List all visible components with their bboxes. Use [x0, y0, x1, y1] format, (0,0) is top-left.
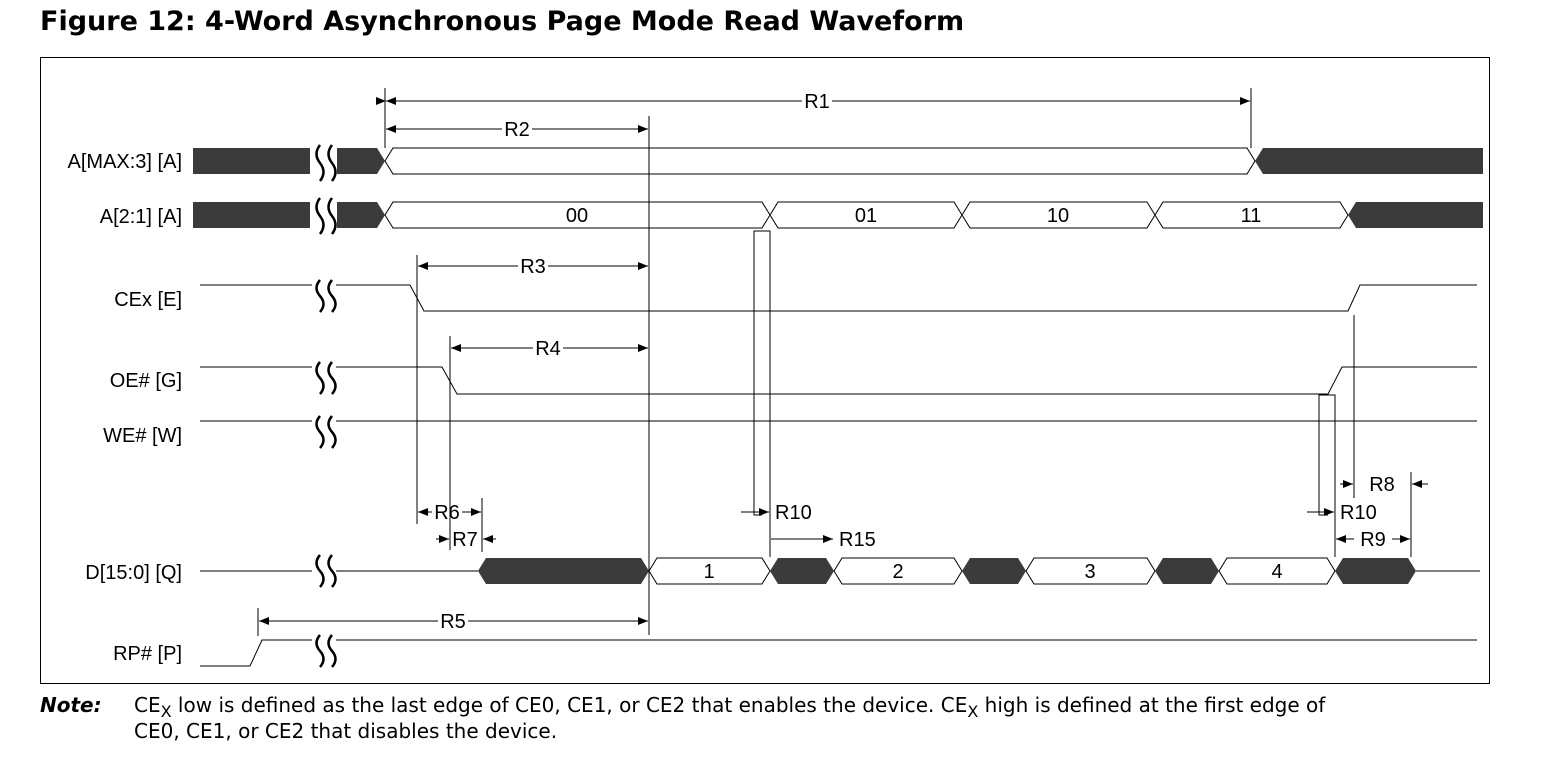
data-value-1: 1	[703, 561, 714, 583]
waveform-oe	[200, 366, 1477, 395]
diagram-frame	[40, 57, 1490, 684]
signal-label-addr-high: A[MAX:3] [A]	[68, 151, 182, 173]
signal-label-oe: OE# [G]	[110, 370, 182, 392]
timing-label-r7: R7	[452, 529, 478, 551]
addr-value-01: 01	[855, 205, 877, 227]
signal-label-addr-low: A[2:1] [A]	[100, 206, 182, 228]
waveform-ce-trace	[200, 284, 1477, 312]
data-value-4: 4	[1271, 561, 1282, 583]
signal-label-we: WE# [W]	[103, 425, 182, 447]
waveform-data: 1 2 3 4	[200, 557, 1480, 585]
addr-value-00: 00	[566, 205, 588, 227]
timing-arrows	[259, 97, 1428, 625]
note-line-1: CEX low is defined as the last edge of C…	[134, 693, 1326, 721]
addr-value-11: 11	[1241, 205, 1262, 227]
break-marks	[315, 144, 337, 668]
timing-label-r10-first: R10	[775, 502, 812, 524]
note-label: Note:	[40, 693, 102, 717]
timing-label-r2: R2	[504, 119, 530, 141]
timing-label-r5: R5	[440, 611, 466, 633]
waveform-addr-low: 00 01 10 11	[193, 201, 1483, 229]
data-value-2: 2	[892, 561, 903, 583]
timing-label-r1: R1	[804, 91, 830, 113]
figure-title: Figure 12: 4-Word Asynchronous Page Mode…	[40, 6, 965, 37]
signal-label-rp: RP# [P]	[113, 643, 182, 665]
waveform-addr-high	[193, 147, 1483, 175]
timing-label-r3: R3	[520, 256, 546, 278]
signal-label-data: D[15:0] [Q]	[85, 562, 182, 584]
timing-label-r4: R4	[535, 338, 561, 360]
signal-label-ce: CEx [E]	[114, 289, 182, 311]
data-value-3: 3	[1084, 561, 1095, 583]
timing-label-r15: R15	[839, 529, 876, 551]
timing-label-r9: R9	[1360, 529, 1386, 551]
timing-label-r8: R8	[1369, 474, 1395, 496]
waveform-rp	[200, 639, 1477, 667]
note-line-2: CE0, CE1, or CE2 that disables the devic…	[134, 719, 558, 743]
addr-value-10: 10	[1047, 205, 1069, 227]
arrow-heads-start	[259, 97, 1346, 625]
timing-label-r6: R6	[434, 502, 460, 524]
timing-label-r10-second: R10	[1340, 502, 1377, 524]
